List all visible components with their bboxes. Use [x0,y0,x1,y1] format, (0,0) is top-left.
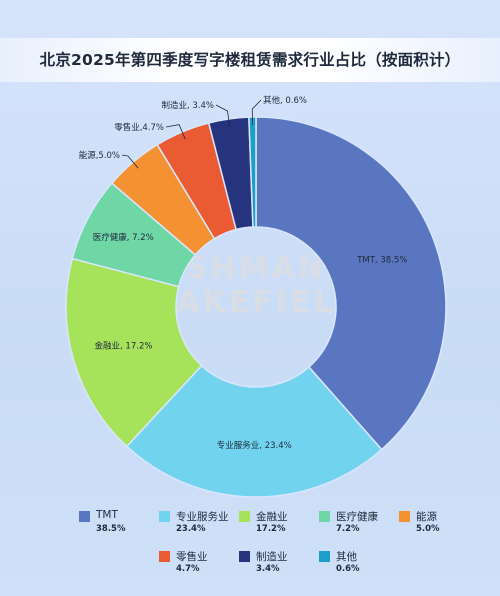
legend-item-6: 零售业 4.7% [140,548,220,588]
chart-title: 北京2025年第四季度写字楼租赁需求行业占比（按面积计） [39,51,461,69]
legend-item-5: 能源 5.0% [380,508,460,548]
slice-label-4: 医疗健康, 7.2% [93,232,154,243]
watermark: SHMAN AKEFIEL [176,251,335,320]
leader-lines [121,99,262,169]
legend-swatch [79,511,90,522]
legend-value: 0.6% [336,564,360,574]
legend-name: 制造业 [256,551,288,563]
legend-value: 23.4% [176,524,206,534]
legend-value: 17.2% [256,524,286,534]
legend-value: 7.2% [336,524,360,534]
legend-value: 3.4% [256,564,280,574]
slice-label-5: 能源,5.0% [79,150,120,161]
slice-label-7: 制造业, 3.4% [162,100,215,111]
slice-label-6: 零售业,4.7% [114,122,164,133]
legend-item-8: 其他 0.6% [300,548,380,588]
legend-value: 5.0% [416,524,440,534]
slices-group [65,116,447,498]
slice-label-1: TMT, 38.5% [356,255,407,265]
legend-swatch [319,551,330,562]
legend-name: 金融业 [256,511,288,523]
legend: TMT 38.5% 专业服务业 23.4% 金融业 17.2% 医疗健康 7.2% 能源 5.0%… [60,508,480,588]
legend-swatch [159,511,170,522]
legend-swatch [319,511,330,522]
legend-swatch [239,511,250,522]
legend-name: TMT [96,509,118,521]
legend-value: 4.7% [176,564,200,574]
title-banner [0,38,500,82]
leader-line-8 [251,99,262,126]
leader-line-6 [165,124,186,140]
slice-1 [255,116,447,451]
legend-item-7: 制造业 3.4% [220,548,300,588]
legend-name: 专业服务业 [176,511,229,523]
watermark-line-2: AKEFIEL [176,285,335,320]
legend-swatch [399,511,410,522]
legend-item-3: 金融业 17.2% [220,508,300,548]
slice-8 [248,116,257,228]
legend-value: 38.5% [96,524,126,534]
watermark-line-1: SHMAN [186,251,326,286]
slice-2 [125,364,383,498]
leader-line-5 [121,154,139,169]
legend-name: 医疗健康 [336,511,378,523]
legend-name: 能源 [416,511,437,523]
legend-swatch [239,551,250,562]
legend-swatch [159,551,170,562]
legend-item-2: 专业服务业 23.4% [140,508,229,548]
legend-name: 其他 [336,551,357,563]
legend-name: 零售业 [176,551,208,563]
legend-row-1: TMT 38.5% 专业服务业 23.4% 金融业 17.2% 医疗健康 7.2% 能源 5.0% [60,508,480,548]
legend-row-2: 零售业 4.7% 制造业 3.4% 其他 0.6% [60,548,480,588]
slice-label-8: 其他, 0.6% [263,95,307,106]
slice-label-3: 金融业, 17.2% [95,341,153,352]
slice-3 [65,257,203,448]
slice-labels: TMT, 38.5% 专业服务业, 23.4% 金融业, 17.2% 医疗健康, 7.… [79,95,408,451]
legend-item-1: TMT 38.5% [60,508,140,548]
leader-line-7 [215,104,231,127]
legend-item-4: 医疗健康 7.2% [300,508,380,548]
slice-label-2: 专业服务业, 23.4% [217,440,292,451]
